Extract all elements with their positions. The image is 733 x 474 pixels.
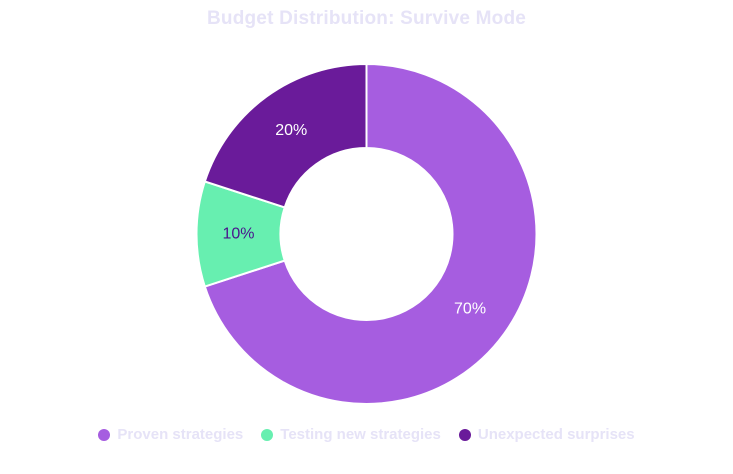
donut-slices <box>195 62 538 405</box>
legend-swatch-proven-strategies <box>98 428 111 441</box>
legend-swatch-testing-new-strategies <box>261 428 274 441</box>
chart-title: Budget Distribution: Survive Mode <box>206 8 527 29</box>
data-label-proven-strategies: 70% <box>454 301 486 318</box>
slice-unexpected-surprises[interactable] <box>203 62 368 209</box>
slice-proven-strategies[interactable] <box>203 62 538 405</box>
legend: Proven strategies Testing new strategies U… <box>0 426 733 443</box>
legend-swatch-unexpected-surprises <box>458 428 471 441</box>
donut-labels: 70% 10% 20% <box>222 122 486 318</box>
legend-label-proven-strategies: Proven strategies <box>117 426 244 443</box>
legend-label-unexpected-surprises: Unexpected surprises <box>477 426 635 443</box>
legend-label-testing-new-strategies: Testing new strategies <box>280 426 441 443</box>
legend-item-proven-strategies[interactable]: Proven strategies <box>98 426 243 443</box>
legend-item-unexpected-surprises[interactable]: Unexpected surprises <box>458 426 635 443</box>
data-label-unexpected-surprises: 20% <box>275 122 307 139</box>
legend-item-testing-new-strategies[interactable]: Testing new strategies <box>261 426 441 443</box>
data-label-testing-new-strategies: 10% <box>222 226 254 243</box>
